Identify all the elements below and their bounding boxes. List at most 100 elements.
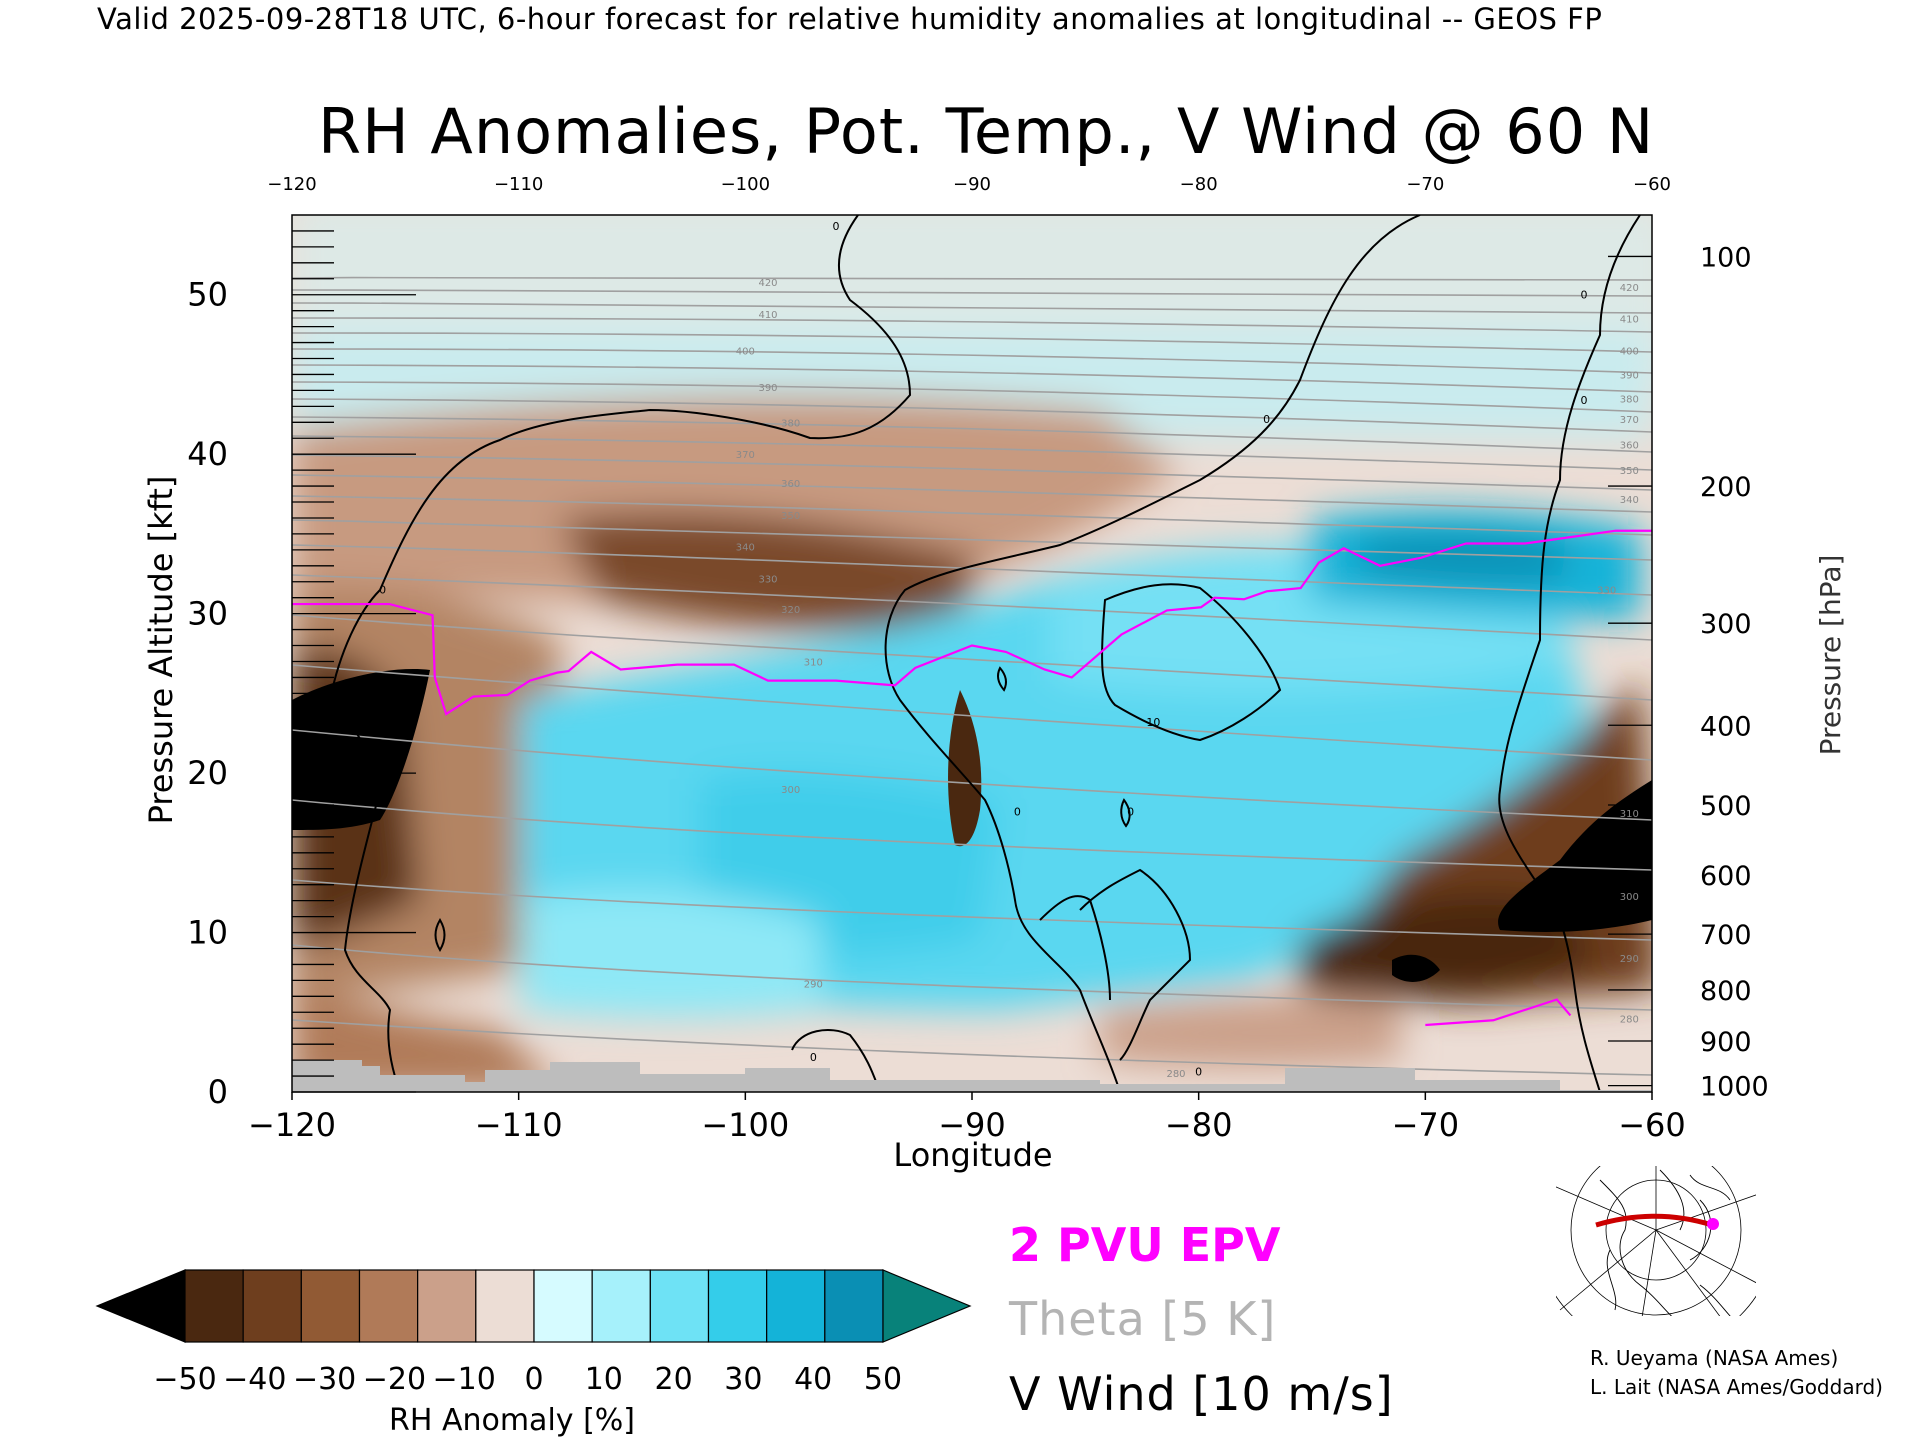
theta-contour-label: 380 [1620, 394, 1639, 405]
y-axis-label-right: Pressure [hPa] [1814, 555, 1847, 756]
x-top-tick-label: −80 [1180, 174, 1218, 195]
colorbar-overflow-arrow [882, 1269, 972, 1343]
chart-title: RH Anomalies, Pot. Temp., V Wind @ 60 N [318, 95, 1655, 168]
colorbar-bin [475, 1269, 535, 1343]
x-tick-label: −70 [1392, 1106, 1460, 1144]
credit-line-1: R. Ueyama (NASA Ames) [1590, 1346, 1839, 1370]
x-axis-label: Longitude [893, 1136, 1052, 1174]
colorbar-tick-label: −20 [363, 1362, 426, 1397]
x-tick-label: −80 [1165, 1106, 1233, 1144]
colorbar: −50 −40 −30 −20 −10 0 10 20 30 40 50 [95, 1269, 972, 1397]
colorbar-bin [824, 1269, 884, 1343]
colorbar-tick-label: −40 [223, 1362, 286, 1397]
theta-contour-label: 310 [1620, 809, 1639, 820]
theta-contour-label: 390 [758, 383, 777, 394]
theta-contour-labels: 420 410 400 390 380 370 360 350 340 330 320 310 300 2… [736, 278, 1639, 1080]
legend-theta: Theta [5 K] [1009, 1292, 1277, 1346]
colorbar-tick-label: 30 [724, 1362, 762, 1397]
x-top-tick-label: −70 [1406, 174, 1444, 195]
locator-map [1556, 1166, 1756, 1316]
pressure-tick-label: 900 [1700, 1027, 1752, 1058]
colorbar-tick-label: −50 [153, 1362, 216, 1397]
theta-contour-label: 360 [781, 479, 800, 490]
colorbar-tick-label: −10 [433, 1362, 496, 1397]
theta-contour-label: 350 [1620, 466, 1639, 477]
colorbar-bin [707, 1269, 768, 1343]
legend-vwind: V Wind [10 m/s] [1009, 1367, 1394, 1421]
x-top-tick-label: −120 [267, 174, 316, 195]
colorbar-bin [766, 1269, 826, 1343]
colorbar-tick-label: 40 [794, 1362, 832, 1397]
theta-contour-label: 370 [736, 450, 755, 461]
x-top-tick-label: −100 [721, 174, 770, 195]
v-wind-contour-label: 0 [810, 1051, 817, 1064]
y-tick-label: 0 [208, 1073, 228, 1111]
y-tick-label: 30 [187, 595, 228, 633]
pressure-tick-label: 600 [1700, 861, 1752, 892]
header-text: Valid 2025-09-28T18 UTC, 6-hour forecast… [97, 2, 1603, 36]
colorbar-bin [591, 1269, 651, 1343]
colorbar-bin [533, 1269, 593, 1343]
pressure-tick-label: 800 [1700, 976, 1752, 1007]
theta-contour-label: 420 [758, 278, 777, 289]
rh-anomaly-field [292, 215, 1652, 1092]
colorbar-tick-label: 20 [655, 1362, 693, 1397]
colorbar-tick-label: −30 [293, 1362, 356, 1397]
theta-contour-label: 320 [781, 605, 800, 616]
colorbar-tick-label: 50 [864, 1362, 902, 1397]
credit-line-2: L. Lait (NASA Ames/Goddard) [1590, 1375, 1883, 1399]
theta-contour-label: 310 [804, 657, 823, 668]
theta-contour-label: 300 [781, 785, 800, 796]
v-wind-contour-label: 0 [833, 220, 840, 233]
y-tick-label: 40 [187, 435, 228, 473]
epv-2pvu-line-low [1425, 998, 1572, 1027]
theta-contour-label: 360 [1620, 441, 1639, 452]
pressure-tick-label: 700 [1700, 920, 1752, 951]
theta-contour-label: 400 [1620, 347, 1639, 358]
x-tick-label: −100 [701, 1106, 789, 1144]
v-wind-contour-label: 0 [379, 584, 386, 597]
theta-contour-label: 290 [1620, 954, 1639, 965]
y-tick-label: 10 [187, 914, 228, 952]
colorbar-bin [184, 1269, 244, 1343]
theta-contour-label: 280 [1166, 1069, 1185, 1080]
x-top-tick-label: −90 [953, 174, 991, 195]
theta-contour-label: 350 [781, 511, 800, 522]
v-wind-contours [328, 215, 1641, 1092]
theta-contour-label: 400 [736, 347, 755, 358]
y-tick-label: 20 [187, 754, 228, 792]
pressure-tick-label: 500 [1700, 791, 1752, 822]
v-wind-contour-label: 0 [1195, 1065, 1202, 1078]
x-tick-label: −90 [938, 1106, 1006, 1144]
theta-contour-label: 410 [758, 310, 777, 321]
pressure-tick-label: 200 [1700, 472, 1752, 503]
chart-axes: −120 −110 −100 −90 −80 −70 −60 −120 −110 −100 −90 −… [187, 174, 1768, 1144]
y-tick-label: 50 [187, 276, 228, 314]
colorbar-bin [300, 1269, 361, 1343]
v-wind-contour-label: 0 [1263, 413, 1270, 426]
theta-contour-label: 380 [781, 418, 800, 429]
colorbar-bin [358, 1269, 419, 1343]
theta-contour-label: 330 [758, 575, 777, 586]
pressure-tick-label: 300 [1700, 609, 1752, 640]
x-tick-label: −60 [1618, 1106, 1686, 1144]
theta-contour-label: 340 [1620, 495, 1639, 506]
x-tick-label: −120 [248, 1106, 336, 1144]
v-wind-contour-label: 0 [1127, 805, 1134, 818]
colorbar-bin [417, 1269, 477, 1343]
theta-contour-label: 370 [1620, 415, 1639, 426]
v-wind-contour-label: 10 [1146, 716, 1160, 729]
theta-contour-label: 330 [1597, 586, 1616, 597]
x-top-tick-label: −60 [1633, 174, 1671, 195]
colorbar-label: RH Anomaly [%] [389, 1403, 635, 1438]
x-top-tick-label: −110 [494, 174, 543, 195]
theta-contour-label: 390 [1620, 370, 1639, 381]
v-wind-contour-labels: 0 0 0 0 0 10 0 0 0 0 [379, 220, 1587, 1078]
theta-contour-label: 410 [1620, 315, 1639, 326]
colorbar-bin [242, 1269, 302, 1343]
pressure-tick-label: 100 [1700, 242, 1752, 273]
colorbar-underflow-arrow [95, 1269, 186, 1343]
pressure-tick-label: 400 [1700, 711, 1752, 742]
colorbar-tick-label: 10 [585, 1362, 623, 1397]
